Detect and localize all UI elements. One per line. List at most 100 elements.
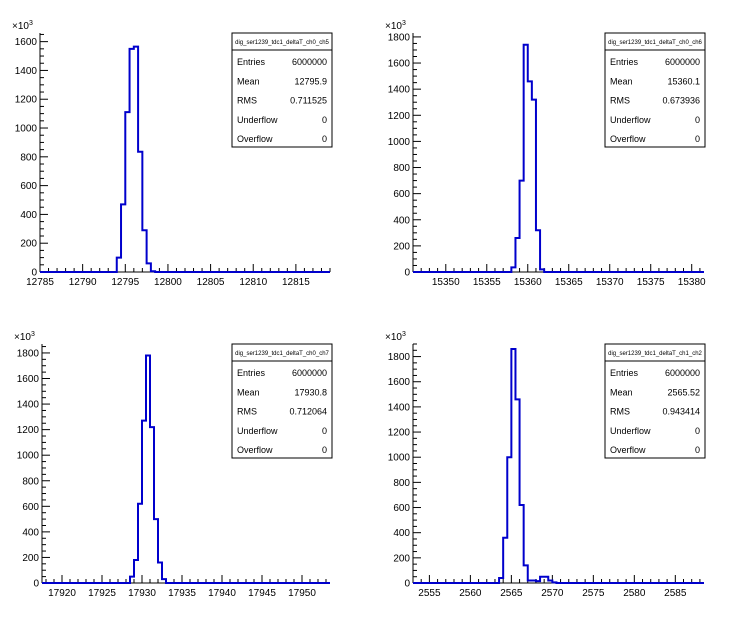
histogram-panel-1: 0 200 400 600 800 1000 1200 1400 1600 12785 12790 1… [12,20,333,288]
stats-box: dig_ser1239_tdc1_deltaT_ch0_ch7 Entries 60… [231,343,333,459]
y-tick-label: 1800 [388,352,411,363]
y-tick-label: 0 [31,268,37,279]
y-tick-label: 1200 [388,428,411,439]
x-tick-label: 15355 [473,277,501,288]
y-tick-label: 600 [393,503,410,514]
y-exponent-label: ×103 [12,20,33,32]
stats-label: Entries [610,368,639,378]
y-tick-label: 1200 [15,95,38,106]
histogram-line [413,43,704,273]
stats-label: RMS [610,407,630,417]
y-tick-label: 600 [22,502,39,513]
histogram-line [40,45,330,273]
y-tick-label: 0 [404,268,410,279]
y-tick-label: 600 [393,189,410,200]
stats-label: Underflow [237,115,278,125]
y-tick-label: 1400 [388,85,411,96]
stats-label: Underflow [237,426,278,436]
x-tick-label: 17950 [288,588,316,599]
stats-value: 0 [695,115,700,125]
stats-value: 15360.1 [667,76,700,86]
y-tick-label: 1600 [17,374,40,385]
stats-label: Underflow [610,115,651,125]
x-tick-label: 15370 [596,277,624,288]
y-tick-label: 1000 [17,451,40,462]
stats-box-frame [604,343,706,459]
stats-label: Overflow [610,445,646,455]
y-tick-label: 1600 [15,37,38,48]
y-tick-label: 200 [393,241,410,252]
y-tick-label: 1200 [388,111,411,122]
x-tick-label: 15350 [432,277,460,288]
y-tick-label: 200 [22,553,39,564]
stats-value: 0.712064 [289,407,327,417]
stats-box-frame [604,32,706,148]
y-tick-label: 1800 [388,32,411,43]
y-tick-label: 800 [22,476,39,487]
stats-label: Entries [610,57,639,67]
stats-label: Underflow [610,426,651,436]
histogram-line [413,348,704,584]
stats-label: RMS [610,96,630,106]
stats-label: Overflow [237,445,273,455]
y-tick-label: 1200 [17,425,40,436]
y-tick-label: 600 [20,181,37,192]
x-tick-label: 17945 [248,588,276,599]
x-tick-label: 2565 [500,588,523,599]
x-tick-label: 17935 [168,588,196,599]
y-tick-label: 0 [404,579,410,590]
x-tick-label: 17940 [208,588,236,599]
x-tick-label: 2580 [623,588,646,599]
stats-title: dig_ser1239_tdc1_deltaT_ch1_ch2 [608,351,702,357]
stats-label: Entries [237,57,266,67]
y-tick-label: 1000 [388,453,411,464]
stats-value: 17930.8 [294,387,327,397]
stats-box: dig_ser1239_tdc1_deltaT_ch0_ch6 Entries 60… [604,32,706,148]
y-tick-label: 1600 [388,59,411,70]
stats-value: 0 [695,445,700,455]
stats-value: 6000000 [292,57,327,67]
y-tick-label: 800 [393,478,410,489]
stats-value: 6000000 [665,368,700,378]
x-tick-label: 15375 [637,277,665,288]
stats-title: dig_ser1239_tdc1_deltaT_ch0_ch7 [235,351,329,357]
stats-value: 6000000 [665,57,700,67]
stats-value: 2565.52 [667,387,700,397]
x-tick-label: 12790 [69,277,97,288]
y-exponent-label: ×103 [385,331,406,343]
histogram-panel-4: 0 200 400 600 800 1000 1200 1400 1600 1800 2555 256… [385,331,706,599]
stats-label: Mean [610,76,633,86]
y-tick-label: 1400 [388,402,411,413]
stats-box-frame [231,343,333,459]
y-tick-label: 800 [20,152,37,163]
x-tick-label: 17920 [48,588,76,599]
stats-value: 0.943414 [662,407,700,417]
y-tick-label: 400 [393,215,410,226]
x-tick-label: 12815 [282,277,310,288]
x-tick-label: 2570 [541,588,564,599]
stats-value: 6000000 [292,368,327,378]
y-exponent-label: ×103 [14,331,35,343]
x-tick-label: 17925 [88,588,116,599]
stats-title: dig_ser1239_tdc1_deltaT_ch0_ch5 [235,40,329,46]
stats-box: dig_ser1239_tdc1_deltaT_ch1_ch2 Entries 60… [604,343,706,459]
stats-label: Overflow [237,134,273,144]
stats-box: dig_ser1239_tdc1_deltaT_ch0_ch5 Entries 60… [231,32,333,148]
stats-value: 0 [322,115,327,125]
y-tick-label: 400 [393,528,410,539]
stats-label: Mean [237,76,260,86]
x-tick-label: 17930 [128,588,156,599]
x-tick-label: 12785 [26,277,54,288]
y-tick-label: 0 [33,579,39,590]
stats-value: 12795.9 [294,76,327,86]
y-tick-label: 1800 [17,348,40,359]
x-tick-label: 2555 [418,588,441,599]
stats-box-frame [231,32,333,148]
x-tick-label: 15360 [514,277,542,288]
y-tick-label: 1400 [15,66,38,77]
y-tick-label: 1600 [388,377,411,388]
stats-value: 0 [695,426,700,436]
stats-value: 0.673936 [662,96,700,106]
y-tick-label: 400 [22,527,39,538]
